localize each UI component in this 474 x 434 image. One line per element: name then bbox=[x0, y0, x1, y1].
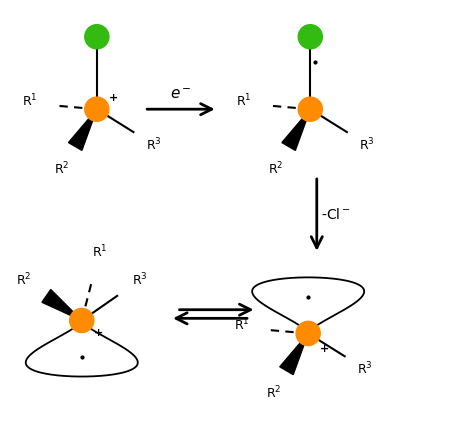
Text: R$^3$: R$^3$ bbox=[359, 136, 375, 153]
Circle shape bbox=[85, 25, 109, 49]
Text: e$^-$: e$^-$ bbox=[170, 88, 191, 102]
Text: R$^2$: R$^2$ bbox=[268, 161, 283, 177]
Text: R$^1$: R$^1$ bbox=[236, 93, 252, 109]
Polygon shape bbox=[42, 289, 82, 320]
Text: R$^1$: R$^1$ bbox=[92, 243, 107, 260]
Polygon shape bbox=[280, 333, 308, 375]
Polygon shape bbox=[68, 109, 97, 150]
Text: R$^2$: R$^2$ bbox=[55, 161, 70, 177]
Text: R$^1$: R$^1$ bbox=[234, 317, 249, 334]
Text: +: + bbox=[320, 344, 329, 354]
Text: R$^3$: R$^3$ bbox=[132, 272, 148, 288]
Text: R$^2$: R$^2$ bbox=[16, 272, 31, 288]
Text: R$^3$: R$^3$ bbox=[146, 136, 161, 153]
Text: R$^1$: R$^1$ bbox=[22, 93, 38, 109]
Circle shape bbox=[298, 25, 322, 49]
Circle shape bbox=[70, 309, 94, 332]
Circle shape bbox=[296, 321, 320, 345]
Text: R$^2$: R$^2$ bbox=[266, 385, 281, 401]
Text: +: + bbox=[93, 329, 103, 339]
Text: +: + bbox=[109, 93, 118, 103]
Polygon shape bbox=[282, 109, 310, 150]
Text: R$^3$: R$^3$ bbox=[357, 361, 373, 377]
Circle shape bbox=[298, 97, 322, 121]
Circle shape bbox=[85, 97, 109, 121]
Text: -Cl$^-$: -Cl$^-$ bbox=[321, 207, 351, 222]
